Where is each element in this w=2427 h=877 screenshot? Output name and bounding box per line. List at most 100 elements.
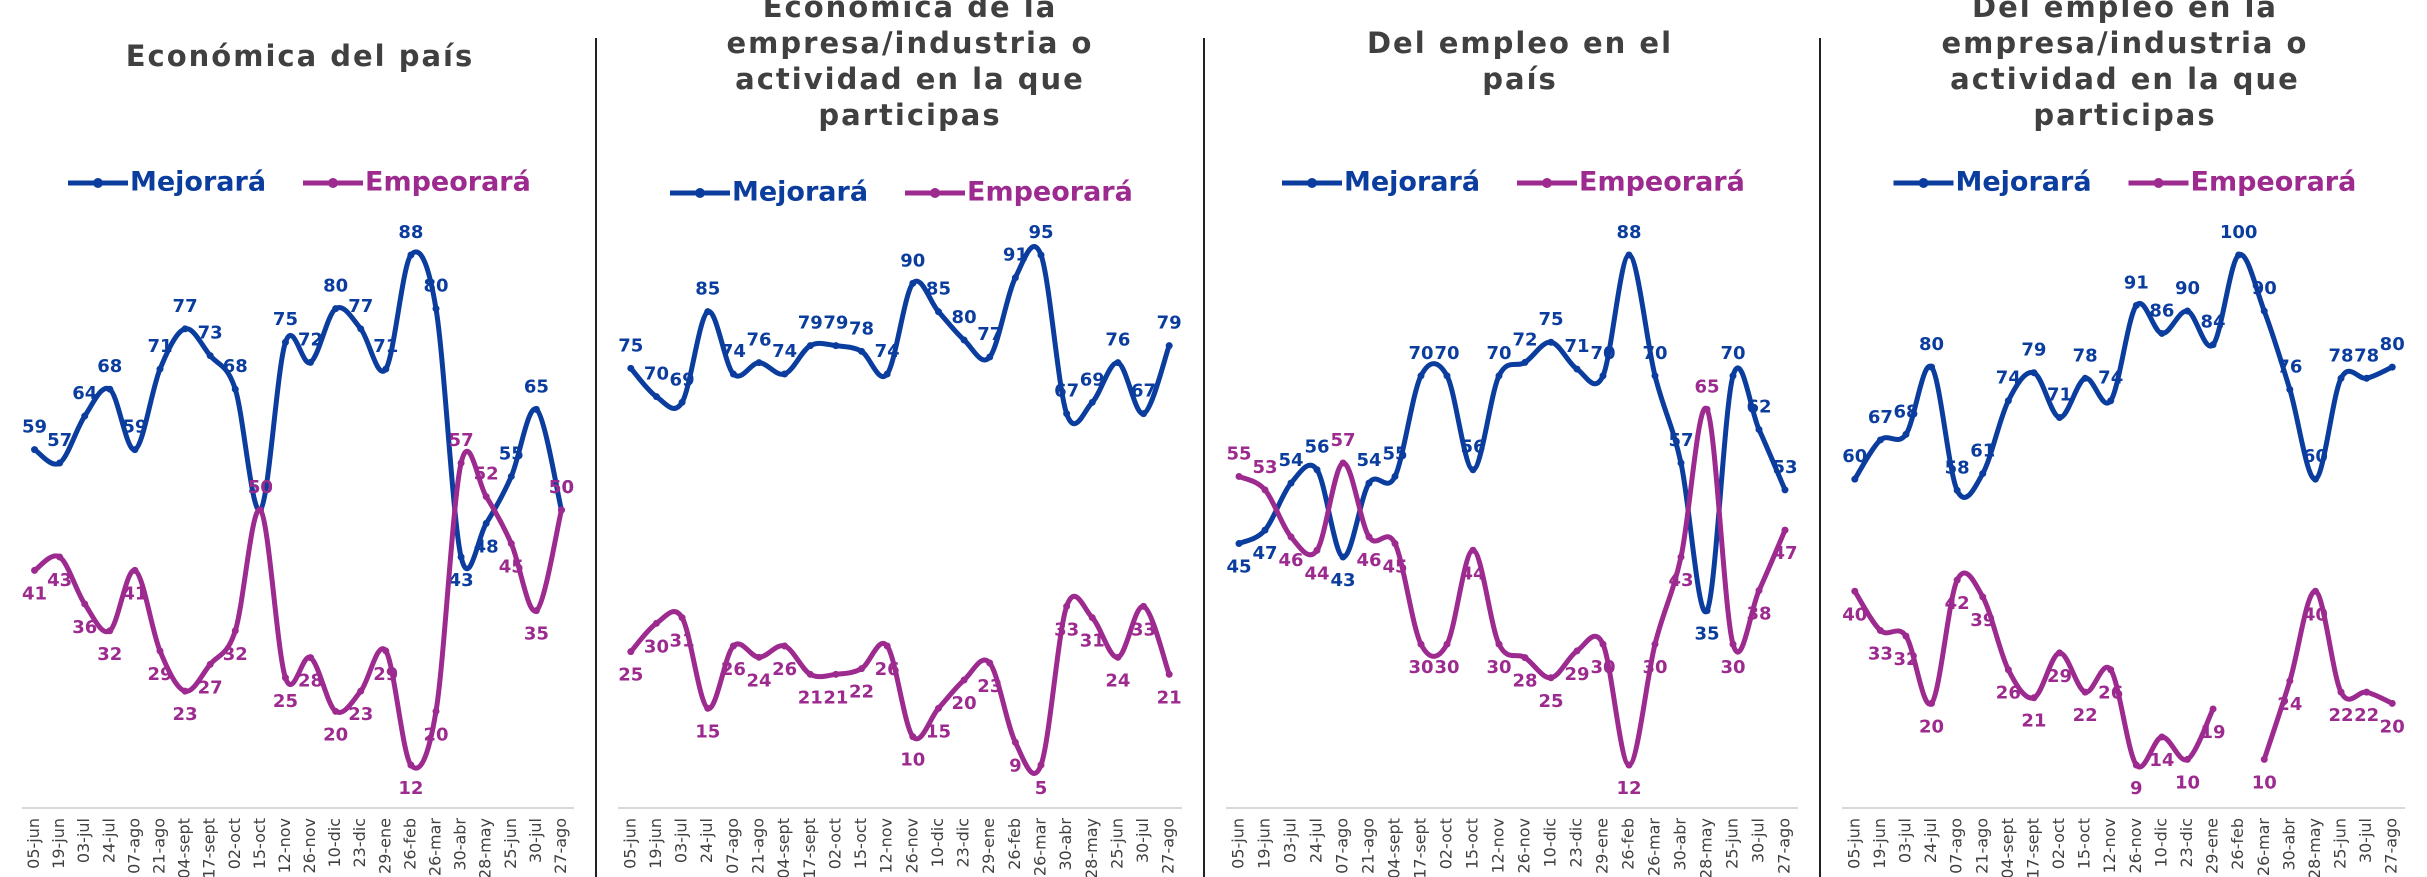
x-tick-label: 19-jun [49, 818, 68, 869]
data-label: 86 [2149, 300, 2174, 321]
data-label: 78 [2354, 345, 2379, 366]
legend-marker [328, 178, 338, 188]
point [1495, 640, 1503, 648]
point [1755, 425, 1763, 433]
x-tick-label: 17-sept [2023, 818, 2042, 877]
point [1677, 553, 1685, 561]
data-label: 24 [1105, 670, 1130, 691]
series-line [33, 448, 564, 771]
point [2388, 699, 2396, 707]
point [2132, 761, 2140, 769]
data-label: 62 [1746, 396, 1771, 417]
point [1063, 602, 1071, 610]
legend-marker [930, 188, 940, 198]
data-label: 27 [198, 677, 223, 698]
x-tick-label: 21-ago [1972, 818, 1991, 874]
x-tick-label: 15-oct [1463, 818, 1482, 869]
point [557, 506, 565, 514]
data-label: 80 [952, 307, 977, 328]
data-label: 54 [1278, 450, 1303, 471]
x-tick-label: 12-nov [1489, 818, 1508, 874]
data-label: 79 [2021, 340, 2046, 361]
x-tick-label: 30-jul [1133, 818, 1152, 863]
point [532, 607, 540, 615]
data-label: 68 [223, 356, 248, 377]
x-tick-label: 02-oct [825, 818, 844, 869]
legend-label: Mejorará [1956, 167, 2092, 198]
data-label: 59 [122, 417, 147, 438]
data-label: 70 [1434, 343, 1459, 364]
series-line [2261, 588, 2394, 761]
data-label: 61 [1970, 441, 1995, 462]
point [156, 647, 164, 655]
data-label: 84 [2201, 312, 2226, 333]
x-tick-label: 29-ene [1593, 818, 1612, 874]
point [883, 642, 891, 650]
data-label: 69 [1080, 369, 1105, 390]
data-label: 21 [1157, 687, 1182, 708]
data-label: 21 [798, 687, 823, 708]
data-label: 9 [2130, 778, 2143, 799]
data-label: 73 [198, 323, 223, 344]
x-tick-label: 07-ago [1333, 818, 1352, 874]
point [1729, 372, 1737, 380]
point [1443, 640, 1451, 648]
point [1979, 593, 1987, 601]
x-tick-label: 23-dic [2177, 818, 2196, 868]
point [1088, 398, 1096, 406]
legend-label: Empeorará [2191, 167, 2357, 198]
data-label: 77 [173, 296, 198, 317]
point [2030, 369, 2038, 377]
data-label: 12 [398, 778, 423, 799]
point [704, 308, 712, 316]
data-label: 76 [1105, 330, 1130, 351]
data-label: 44 [1460, 563, 1485, 584]
point [2363, 688, 2371, 696]
data-label: 43 [1668, 570, 1693, 591]
data-label: 71 [373, 336, 398, 357]
x-tick-label: 03-jul [1895, 818, 1914, 863]
data-label: 14 [2149, 750, 2174, 771]
data-label: 32 [97, 644, 122, 665]
data-label: 26 [721, 659, 746, 680]
data-label: 47 [1772, 543, 1797, 564]
data-label: 5 [1035, 778, 1048, 799]
data-label: 79 [798, 313, 823, 334]
point [909, 279, 917, 287]
data-label: 25 [273, 691, 298, 712]
point [332, 305, 340, 313]
point [1902, 632, 1910, 640]
point [56, 553, 64, 561]
data-label: 74 [1996, 368, 2021, 389]
data-label: 69 [670, 369, 695, 390]
x-tick-label: 17-sept [200, 818, 219, 877]
point [2107, 397, 2115, 405]
x-tick-label: 27-ago [1775, 818, 1794, 874]
point [1165, 342, 1173, 350]
data-label: 57 [449, 430, 474, 451]
point [2337, 374, 2345, 382]
legend-label: Mejorará [732, 177, 868, 208]
data-label: 50 [248, 477, 273, 498]
x-tick-label: 04-sept [774, 818, 793, 877]
data-label: 53 [1772, 457, 1797, 478]
point [1063, 410, 1071, 418]
point [832, 342, 840, 350]
point [1755, 587, 1763, 595]
data-label: 44 [1304, 563, 1329, 584]
legend-label: Mejorará [1344, 167, 1480, 198]
data-label: 90 [2252, 278, 2277, 299]
x-tick-label: 05-jun [620, 818, 639, 869]
data-label: 43 [449, 570, 474, 591]
point [1140, 602, 1148, 610]
data-label: 50 [549, 477, 574, 498]
point [2260, 307, 2268, 315]
point [1599, 640, 1607, 648]
legend-label: Empeorará [1579, 167, 1745, 198]
point [1469, 546, 1477, 554]
data-label: 57 [47, 430, 72, 451]
point [407, 761, 415, 769]
data-label: 35 [524, 624, 549, 645]
point [1235, 540, 1243, 548]
data-label: 33 [1868, 643, 1893, 664]
